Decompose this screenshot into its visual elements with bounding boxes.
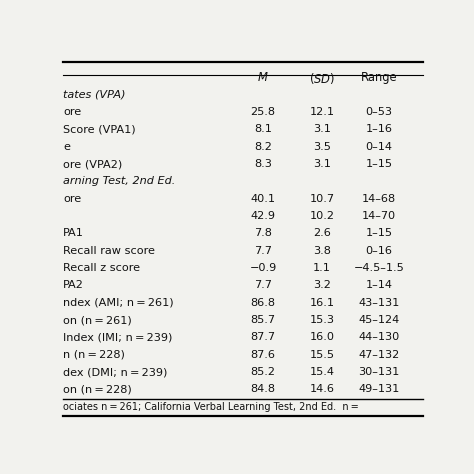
Text: 85.7: 85.7: [251, 315, 275, 325]
Text: 10.2: 10.2: [310, 211, 334, 221]
Text: dex (DMI; n = 239): dex (DMI; n = 239): [63, 367, 167, 377]
Text: arning Test, 2nd Ed.: arning Test, 2nd Ed.: [63, 176, 175, 186]
Text: PA1: PA1: [63, 228, 84, 238]
Text: n (n = 228): n (n = 228): [63, 350, 125, 360]
Text: 2.6: 2.6: [313, 228, 331, 238]
Text: 8.2: 8.2: [254, 142, 272, 152]
Text: 7.7: 7.7: [254, 246, 272, 256]
Text: 1–15: 1–15: [365, 159, 392, 169]
Text: on (n = 228): on (n = 228): [63, 384, 132, 394]
Text: ore (VPA2): ore (VPA2): [63, 159, 122, 169]
Text: 10.7: 10.7: [310, 194, 334, 204]
Text: Score (VPA1): Score (VPA1): [63, 124, 136, 135]
Text: 87.7: 87.7: [251, 332, 275, 342]
Text: Recall z score: Recall z score: [63, 263, 140, 273]
Text: 3.2: 3.2: [313, 281, 331, 291]
Text: 3.1: 3.1: [313, 159, 331, 169]
Text: −0.9: −0.9: [249, 263, 277, 273]
Text: Range: Range: [361, 71, 397, 84]
Text: 7.7: 7.7: [254, 281, 272, 291]
Text: 84.8: 84.8: [251, 384, 275, 394]
Text: 42.9: 42.9: [251, 211, 275, 221]
Text: 45–124: 45–124: [358, 315, 400, 325]
Text: tates (VPA): tates (VPA): [63, 90, 126, 100]
Text: $(SD)$: $(SD)$: [309, 71, 335, 86]
Text: 16.0: 16.0: [310, 332, 334, 342]
Text: 14–68: 14–68: [362, 194, 396, 204]
Text: 3.8: 3.8: [313, 246, 331, 256]
Text: 1–15: 1–15: [365, 228, 392, 238]
Text: 0–53: 0–53: [365, 107, 392, 117]
Text: 86.8: 86.8: [251, 298, 275, 308]
Text: 15.3: 15.3: [310, 315, 334, 325]
Text: $M$: $M$: [257, 71, 269, 84]
Text: 40.1: 40.1: [251, 194, 275, 204]
Text: e: e: [63, 142, 70, 152]
Text: 1–16: 1–16: [365, 124, 392, 135]
Text: 47–132: 47–132: [358, 350, 400, 360]
Text: ociates n = 261; California Verbal Learning Test, 2nd Ed.  n =: ociates n = 261; California Verbal Learn…: [63, 402, 359, 412]
Text: 87.6: 87.6: [251, 350, 275, 360]
Text: 44–130: 44–130: [358, 332, 400, 342]
Text: −4.5–1.5: −4.5–1.5: [354, 263, 404, 273]
Text: 0–16: 0–16: [365, 246, 392, 256]
Text: 7.8: 7.8: [254, 228, 272, 238]
Text: Index (IMI; n = 239): Index (IMI; n = 239): [63, 332, 172, 342]
Text: PA2: PA2: [63, 281, 84, 291]
Text: ndex (AMI; n = 261): ndex (AMI; n = 261): [63, 298, 173, 308]
Text: 14–70: 14–70: [362, 211, 396, 221]
Text: 8.3: 8.3: [254, 159, 272, 169]
Text: 3.5: 3.5: [313, 142, 331, 152]
Text: 14.6: 14.6: [310, 384, 334, 394]
Text: Recall raw score: Recall raw score: [63, 246, 155, 256]
Text: ore: ore: [63, 107, 81, 117]
Text: 15.5: 15.5: [310, 350, 334, 360]
Text: 15.4: 15.4: [310, 367, 334, 377]
Text: 43–131: 43–131: [358, 298, 400, 308]
Text: ore: ore: [63, 194, 81, 204]
Text: on (n = 261): on (n = 261): [63, 315, 132, 325]
Text: 30–131: 30–131: [358, 367, 400, 377]
Text: 85.2: 85.2: [251, 367, 275, 377]
Text: 49–131: 49–131: [358, 384, 400, 394]
Text: 12.1: 12.1: [310, 107, 334, 117]
Text: 1.1: 1.1: [313, 263, 331, 273]
Text: 8.1: 8.1: [254, 124, 272, 135]
Text: 1–14: 1–14: [365, 281, 392, 291]
Text: 3.1: 3.1: [313, 124, 331, 135]
Text: 16.1: 16.1: [310, 298, 334, 308]
Text: 0–14: 0–14: [365, 142, 392, 152]
Text: 25.8: 25.8: [251, 107, 275, 117]
